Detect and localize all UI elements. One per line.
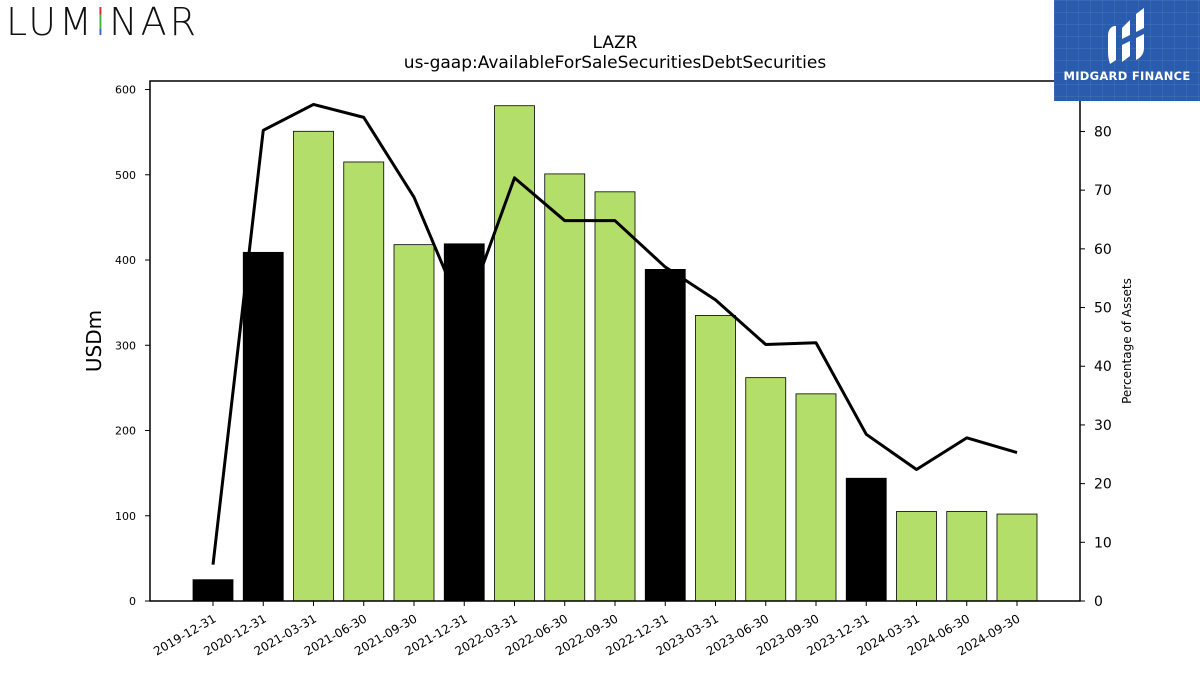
bar-2019-12-31	[192, 579, 234, 602]
right-axis: 0 10 20 30 40 50 60 70 80	[1080, 124, 1112, 610]
right-tick-label: 50	[1094, 301, 1112, 317]
right-tick-label: 40	[1094, 359, 1112, 375]
bar-2023-03-31	[695, 315, 736, 602]
right-tick-label: 20	[1094, 477, 1112, 493]
logo-letter: L	[6, 0, 29, 44]
chart-title: LAZR	[593, 33, 638, 53]
right-tick-label: 60	[1094, 242, 1112, 258]
x-axis: 2019-12-312020-12-312021-03-312021-06-30…	[151, 601, 1023, 658]
logo-letter-accent: I	[94, 0, 110, 44]
y-axis-label: USDm	[82, 310, 106, 372]
badge-label: MIDGARD FINANCE	[1063, 69, 1191, 83]
bar-2023-12-31	[845, 477, 887, 602]
midgard-finance-badge: MIDGARD FINANCE	[1054, 0, 1200, 101]
bar-2021-03-31	[293, 130, 334, 602]
midgard-logo-icon	[1108, 8, 1144, 64]
left-tick-label: 300	[115, 339, 136, 352]
right-tick-label: 70	[1094, 183, 1112, 199]
line-series	[211, 102, 1018, 565]
right-tick-label: 10	[1094, 535, 1112, 551]
left-tick-label: 100	[115, 510, 136, 523]
left-tick-label: 600	[115, 84, 136, 97]
bar-2024-06-30	[946, 511, 988, 602]
logo-letter: M	[59, 0, 95, 44]
luminar-logo: LUMINAR	[6, 2, 199, 42]
bar-2021-06-30	[343, 161, 385, 602]
left-tick-label: 0	[129, 595, 136, 608]
bar-2024-09-30	[996, 513, 1038, 602]
bar-2021-09-30	[393, 244, 435, 602]
logo-letter: N	[109, 0, 141, 44]
chart-subtitle: us-gaap:AvailableForSaleSecuritiesDebtSe…	[404, 53, 827, 73]
left-tick-label: 200	[115, 425, 136, 438]
left-tick-label: 500	[115, 169, 136, 182]
logo-letter: R	[169, 0, 199, 44]
bar-group	[192, 105, 1038, 602]
logo-letter: A	[140, 0, 170, 44]
bar-2020-12-31	[242, 251, 284, 602]
bar-2023-09-30	[795, 393, 837, 602]
bar-2022-06-30	[544, 173, 586, 602]
right-tick-label: 80	[1094, 124, 1112, 140]
right-tick-label: 0	[1094, 594, 1103, 610]
right-tick-label: 30	[1094, 418, 1112, 434]
percentage-line	[211, 102, 1018, 565]
y2-axis-label: Percentage of Assets	[1120, 278, 1134, 404]
bar-2022-12-31	[644, 268, 686, 602]
left-tick-label: 400	[115, 254, 136, 267]
bar-2021-12-31	[443, 243, 485, 602]
left-axis: 0 100 200 300 400 500 600	[115, 84, 150, 608]
bar-2024-03-31	[896, 511, 937, 602]
bar-2023-06-30	[745, 377, 787, 602]
bar-2022-09-30	[594, 191, 636, 602]
logo-letter: U	[28, 0, 60, 44]
